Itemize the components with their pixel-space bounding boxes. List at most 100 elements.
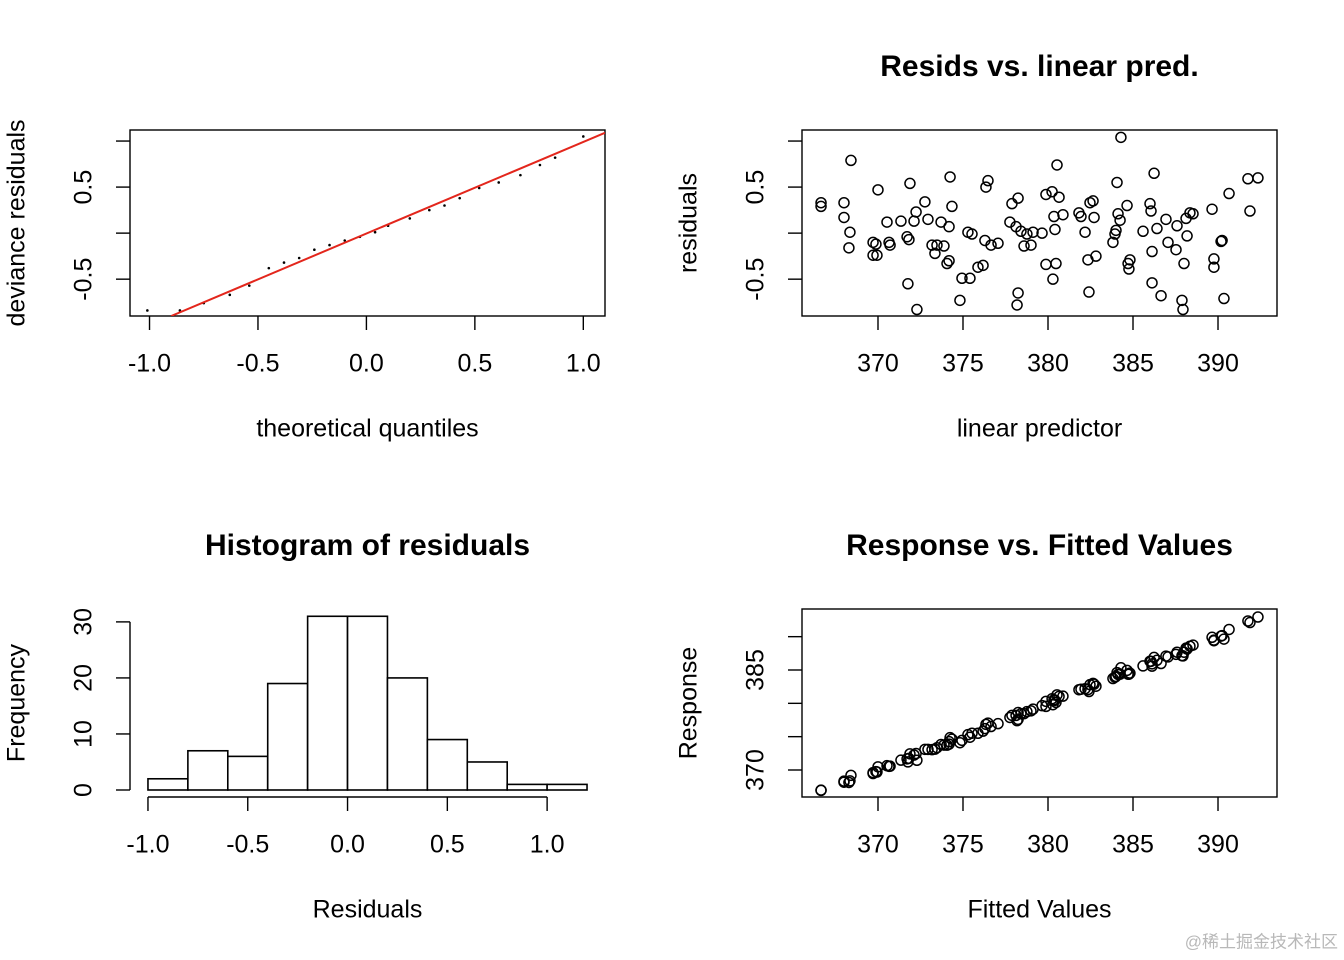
point — [1206, 203, 1218, 215]
x-tick-label: 380 — [1027, 350, 1069, 378]
point — [964, 272, 976, 284]
point — [1244, 616, 1256, 629]
point — [911, 303, 923, 316]
panel: Resids vs. linear pred. linear predictor r… — [675, 50, 1278, 443]
point — [1051, 159, 1063, 171]
point — [982, 174, 994, 187]
point — [1162, 651, 1174, 663]
point — [1181, 643, 1193, 655]
x-axis-title: theoretical quantiles — [256, 415, 478, 443]
bars — [147, 615, 588, 791]
point — [538, 163, 542, 167]
point — [1107, 236, 1119, 249]
point — [1018, 240, 1030, 252]
point — [972, 261, 984, 273]
point — [844, 226, 856, 238]
point — [1012, 287, 1024, 299]
point — [944, 731, 956, 744]
point — [1006, 197, 1018, 210]
point — [1021, 705, 1033, 718]
plot-box — [129, 129, 606, 317]
point — [267, 266, 271, 270]
points — [815, 131, 1264, 316]
point — [843, 242, 855, 254]
point — [328, 243, 331, 247]
point — [845, 769, 857, 782]
point — [992, 717, 1004, 730]
point — [1048, 210, 1060, 223]
x-tick-label: 0.5 — [457, 350, 492, 378]
point — [1040, 258, 1052, 271]
point — [1177, 303, 1189, 316]
point — [977, 259, 989, 272]
x-axis-title: Fitted Values — [967, 896, 1111, 924]
point — [373, 230, 377, 234]
point — [1218, 633, 1230, 645]
point — [815, 196, 827, 209]
point — [1025, 705, 1037, 717]
panel: Histogram of residuals Residuals Frequency… — [3, 529, 588, 924]
point — [872, 184, 884, 196]
points — [815, 611, 1264, 797]
panel: theoretical quantiles deviance residuals -… — [3, 119, 606, 443]
point — [943, 255, 955, 267]
point — [985, 720, 997, 733]
x-tick-label: 390 — [1197, 350, 1239, 378]
point — [1012, 713, 1024, 726]
point — [228, 293, 232, 297]
x-tick-label: 380 — [1027, 831, 1069, 859]
point — [282, 261, 286, 264]
point — [1090, 250, 1102, 262]
point — [941, 257, 953, 270]
bar — [346, 615, 389, 791]
x-tick-label: 370 — [857, 350, 899, 378]
point — [943, 220, 955, 233]
x-tick-label: 385 — [1112, 350, 1154, 378]
point — [838, 211, 850, 224]
point — [1011, 299, 1023, 311]
point — [1176, 294, 1188, 307]
point — [428, 208, 431, 212]
x-tick-label: 1.0 — [566, 350, 601, 378]
point — [884, 239, 896, 251]
y-tick-label: 30 — [70, 608, 98, 636]
point — [895, 754, 907, 766]
point — [843, 776, 855, 789]
bar — [386, 677, 429, 791]
points — [146, 135, 585, 312]
point — [1049, 223, 1061, 236]
point — [956, 272, 968, 284]
point — [1124, 254, 1136, 266]
point — [992, 237, 1004, 250]
point — [519, 173, 522, 177]
point — [980, 181, 992, 193]
bar — [306, 615, 349, 791]
point — [1012, 192, 1024, 204]
point — [1121, 199, 1133, 212]
point — [1050, 696, 1062, 709]
point — [1115, 662, 1127, 674]
point — [1145, 205, 1157, 217]
point — [1088, 678, 1100, 690]
x-tick-label: 1.0 — [530, 831, 565, 859]
point — [1053, 191, 1065, 203]
point — [1047, 273, 1059, 285]
point — [477, 186, 481, 190]
point — [901, 231, 913, 243]
point — [919, 196, 931, 208]
point — [1015, 225, 1027, 238]
point — [867, 249, 879, 261]
point — [954, 736, 966, 749]
x-tick-label: 0.0 — [349, 350, 384, 378]
bar — [226, 755, 269, 791]
point — [1040, 188, 1052, 201]
point — [1088, 211, 1100, 224]
point — [902, 278, 914, 290]
x-axis-title: linear predictor — [957, 415, 1122, 443]
y-tick-label: 0.5 — [742, 170, 770, 205]
y-axis-title: deviance residuals — [3, 119, 31, 326]
y-tick-label: -0.5 — [70, 258, 98, 301]
point — [497, 181, 501, 184]
point — [1075, 210, 1087, 223]
